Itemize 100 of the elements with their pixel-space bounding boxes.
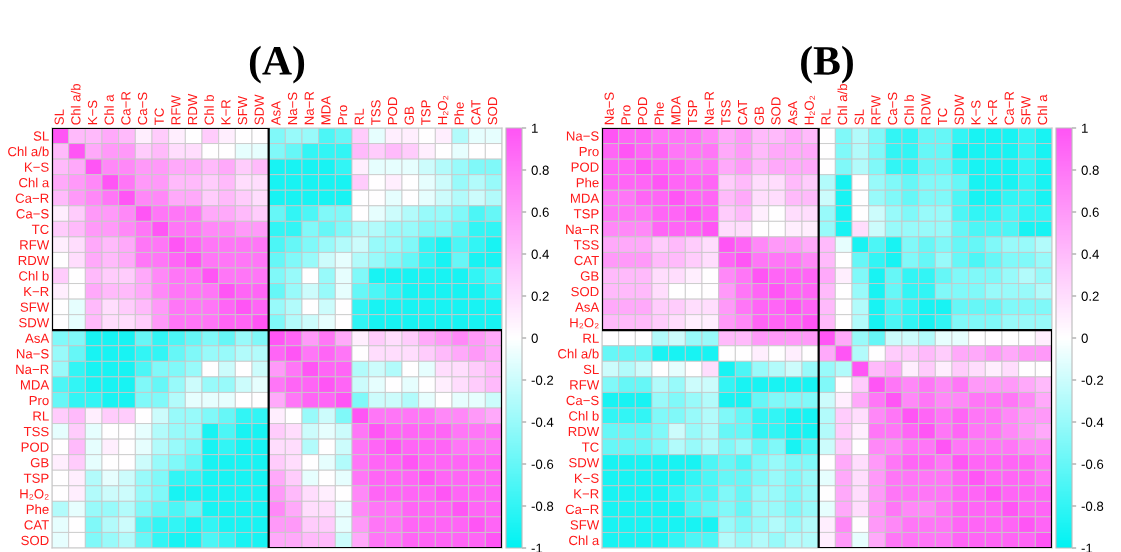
y-tick-label: RL [583, 333, 599, 343]
y-tick-label: GB [580, 271, 599, 281]
y-tick-label: MDA [570, 193, 600, 203]
x-tick-label: AsA [788, 101, 798, 126]
x-tick-label: TSP [687, 100, 698, 125]
x-tick-label: K−S [971, 100, 981, 125]
y-tick-label: TSP [23, 473, 49, 483]
x-tick-label: SFW [237, 95, 248, 125]
x-tick-label: TSS [371, 100, 381, 125]
x-tick-label: Chl b [904, 94, 914, 125]
y-tick-label: Chl a/b [558, 348, 599, 359]
x-tick-label: SL [54, 109, 64, 125]
color-bar-label: 1 [532, 123, 538, 133]
color-bar-label: -0.8 [531, 501, 554, 511]
color-bar-label: -0.2 [531, 375, 554, 385]
y-tick-label: Ca−S [566, 395, 599, 406]
color-bar-label: 0.6 [531, 207, 549, 217]
y-tick-label: SFW [20, 302, 50, 312]
y-tick-label: MDA [20, 380, 50, 390]
x-tick-label: CAT [737, 100, 748, 125]
y-tick-label: Chl b [569, 411, 599, 421]
x-tick-label: GB [754, 106, 764, 125]
x-tick-label: AsA [271, 101, 281, 126]
color-bar-label: -0.6 [531, 459, 554, 469]
x-tick-label: POD [637, 97, 648, 125]
x-tick-label: TC [937, 108, 948, 125]
y-tick-label: POD [21, 442, 49, 452]
y-tick-label: TSS [23, 426, 49, 437]
y-tick-label: RL [33, 411, 49, 421]
y-tick-label: SOD [21, 535, 49, 546]
x-tick-label: GB [404, 106, 414, 125]
y-tick-label: AsA [575, 302, 600, 312]
y-tick-label: TSP [573, 209, 599, 219]
x-tick-label: TSS [721, 100, 731, 125]
x-tick-label: MDA [321, 95, 331, 125]
x-tick-label: Phe [654, 102, 664, 125]
y-tick-label: SFW [570, 520, 600, 530]
x-tick-label: TSP [421, 100, 431, 125]
x-tick-label: Ca−S [887, 92, 898, 125]
color-bar-label: -0.6 [1081, 459, 1104, 469]
y-tick-label: Ca−R [15, 193, 49, 203]
x-tick-label: Ca−R [1004, 91, 1014, 125]
y-tick-label: POD [571, 162, 599, 172]
x-tick-label: Pro [621, 105, 631, 125]
y-tick-label: GB [30, 458, 49, 468]
y-tick-label: SDW [569, 458, 600, 468]
chart-title: (A) [249, 45, 305, 84]
x-tick-label: RFW [871, 95, 881, 125]
color-bar-label: 0 [531, 333, 538, 343]
color-bar-label: -1 [531, 543, 543, 552]
color-bar-label: 0.2 [1081, 291, 1099, 301]
y-tick-label: Pro [579, 147, 599, 157]
color-bar-label: -1 [1081, 543, 1093, 552]
color-bar-label: 0.8 [531, 165, 549, 175]
y-tick-label: TC [31, 224, 49, 235]
y-tick-label: TC [581, 442, 599, 452]
x-tick-label: POD [387, 97, 398, 125]
x-tick-label: Chl a [1037, 94, 1048, 125]
x-tick-label: Chl a [104, 94, 114, 125]
y-tick-label: SOD [571, 286, 599, 297]
x-tick-label: Chl a/b [70, 83, 81, 125]
color-bar-label: -0.4 [1081, 417, 1104, 427]
y-tick-label: Chl a/b [8, 146, 49, 157]
y-tick-label: K−R [574, 489, 599, 499]
x-tick-label: RL [354, 108, 364, 125]
y-tick-label: CAT [574, 255, 599, 266]
x-tick-label: Phe [454, 102, 464, 125]
color-bar-label: 0.4 [1081, 249, 1099, 259]
y-tick-label: Chl b [19, 271, 49, 281]
y-tick-label: K−R [24, 287, 49, 297]
x-tick-label: SFW [1021, 95, 1031, 125]
y-tick-label: K−S [575, 473, 599, 483]
y-tick-label: H₂O₂ [20, 489, 49, 500]
x-tick-label: H₂O₂ [437, 95, 449, 125]
x-tick-label: Na−R [304, 91, 314, 125]
x-tick-label: SL [854, 109, 864, 125]
x-tick-label: CAT [471, 100, 481, 125]
x-tick-label: Na−R [704, 91, 714, 125]
x-tick-label: K−S [87, 100, 98, 125]
y-tick-label: Na−R [566, 224, 599, 235]
x-tick-label: Ca−S [137, 92, 148, 125]
y-tick-label: Phe [26, 504, 49, 515]
y-tick-label: Ca−R [565, 504, 599, 515]
color-bar-label: 0.4 [531, 249, 549, 259]
y-tick-label: H₂O₂ [570, 318, 599, 329]
x-tick-label: K−R [221, 99, 231, 125]
x-tick-label: H₂O₂ [804, 95, 815, 125]
x-tick-label: Chl a/b [837, 83, 848, 125]
y-tick-label: Na−S [16, 349, 49, 359]
y-tick-label: SDW [19, 318, 50, 328]
y-tick-label: AsA [25, 333, 50, 343]
y-tick-label: CAT [24, 520, 49, 530]
y-tick-label: SL [33, 131, 49, 141]
x-tick-label: SOD [771, 97, 781, 125]
x-tick-label: RDW [921, 93, 931, 125]
y-tick-label: Phe [576, 177, 599, 188]
x-tick-label: Na−S [287, 92, 298, 125]
color-bar-label: -0.8 [1081, 501, 1104, 511]
x-tick-label: SDW [954, 94, 964, 125]
x-tick-label: TC [154, 108, 164, 125]
